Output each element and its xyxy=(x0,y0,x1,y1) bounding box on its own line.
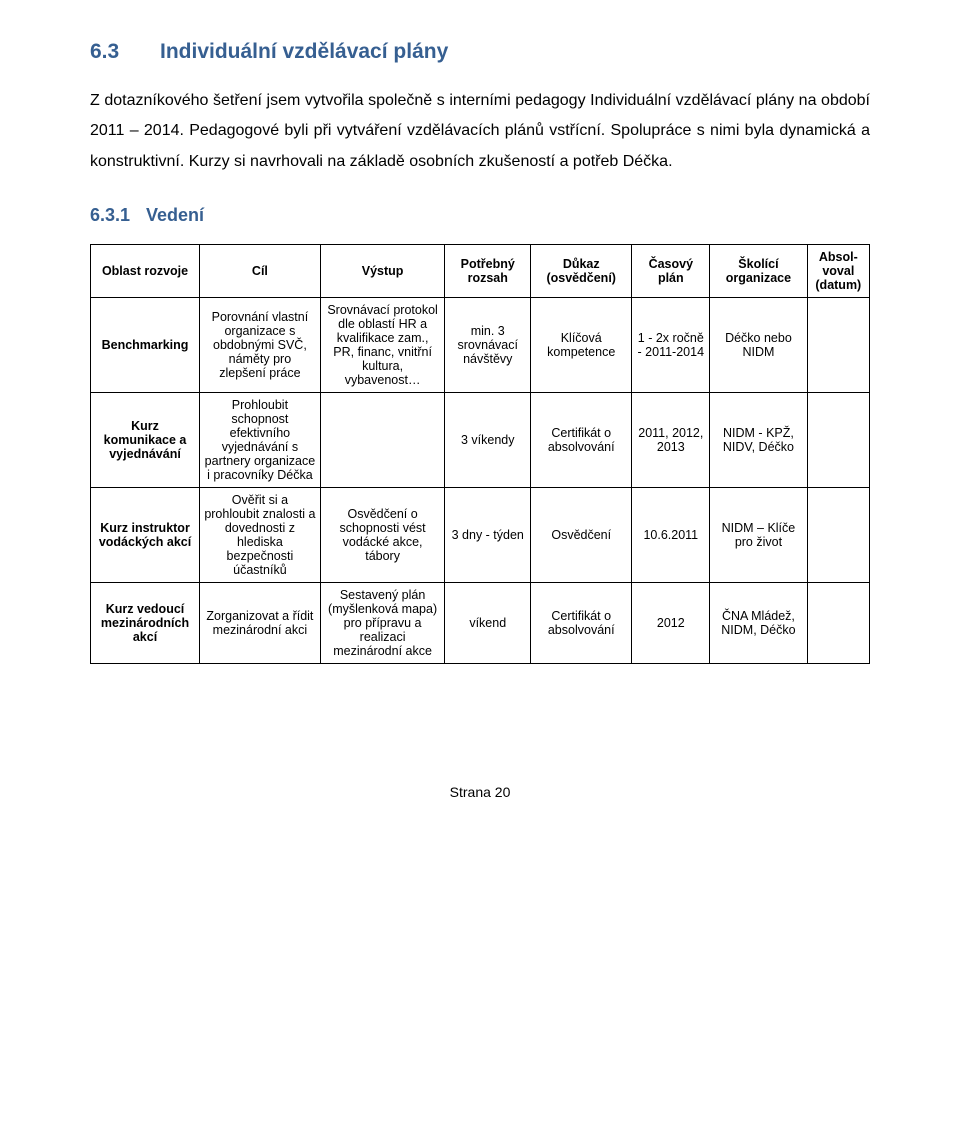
intro-paragraph: Z dotazníkového šetření jsem vytvořila s… xyxy=(90,86,870,177)
table-row: Kurz instruktor vodáckých akcí Ověřit si… xyxy=(91,488,870,583)
cell-rozsah: víkend xyxy=(445,583,531,664)
cell-cil: Porovnání vlastní organizace s obdobnými… xyxy=(200,298,321,393)
cell-plan: 2012 xyxy=(632,583,710,664)
cell-rozsah: min. 3 srovnávací návštěvy xyxy=(445,298,531,393)
cell-dukaz: Certifikát o absolvování xyxy=(531,583,632,664)
cell-abs xyxy=(807,298,869,393)
cell-cil: Ověřit si a prohloubit znalosti a dovedn… xyxy=(200,488,321,583)
table-row: Kurz komunikace a vyjednávání Prohloubit… xyxy=(91,393,870,488)
cell-cil: Zorganizovat a řídit mezinárodní akci xyxy=(200,583,321,664)
subsection-title: Vedení xyxy=(146,205,204,225)
section-heading: 6.3Individuální vzdělávací plány xyxy=(90,40,870,64)
cell-vystup: Osvědčení o schopnosti vést vodácké akce… xyxy=(320,488,445,583)
table-row: Benchmarking Porovnání vlastní organizac… xyxy=(91,298,870,393)
page-footer: Strana 20 xyxy=(90,784,870,800)
table-header-row: Oblast rozvoje Cíl Výstup Potřebný rozsa… xyxy=(91,245,870,298)
cell-oblast: Kurz komunikace a vyjednávání xyxy=(91,393,200,488)
section-title: Individuální vzdělávací plány xyxy=(160,40,448,63)
cell-vystup xyxy=(320,393,445,488)
col-header-rozsah: Potřebný rozsah xyxy=(445,245,531,298)
cell-dukaz: Certifikát o absolvování xyxy=(531,393,632,488)
cell-vystup: Srovnávací protokol dle oblastí HR a kva… xyxy=(320,298,445,393)
cell-oblast: Kurz instruktor vodáckých akcí xyxy=(91,488,200,583)
cell-oblast: Benchmarking xyxy=(91,298,200,393)
training-plan-table: Oblast rozvoje Cíl Výstup Potřebný rozsa… xyxy=(90,244,870,664)
col-header-oblast: Oblast rozvoje xyxy=(91,245,200,298)
col-header-org: Školící organizace xyxy=(710,245,807,298)
col-header-dukaz: Důkaz (osvědčení) xyxy=(531,245,632,298)
cell-dukaz: Klíčová kompetence xyxy=(531,298,632,393)
section-number: 6.3 xyxy=(90,40,160,64)
cell-plan: 1 - 2x ročně - 2011-2014 xyxy=(632,298,710,393)
cell-abs xyxy=(807,583,869,664)
cell-org: ČNA Mládež, NIDM, Déčko xyxy=(710,583,807,664)
col-header-abs: Absol-voval (datum) xyxy=(807,245,869,298)
cell-rozsah: 3 víkendy xyxy=(445,393,531,488)
cell-cil: Prohloubit schopnost efektivního vyjedná… xyxy=(200,393,321,488)
cell-org: NIDM - KPŽ, NIDV, Déčko xyxy=(710,393,807,488)
cell-oblast: Kurz vedoucí mezinárodních akcí xyxy=(91,583,200,664)
col-header-plan: Časový plán xyxy=(632,245,710,298)
subsection-number: 6.3.1 xyxy=(90,205,146,226)
col-header-vystup: Výstup xyxy=(320,245,445,298)
subsection-heading: 6.3.1Vedení xyxy=(90,205,870,226)
cell-abs xyxy=(807,488,869,583)
table-row: Kurz vedoucí mezinárodních akcí Zorganiz… xyxy=(91,583,870,664)
cell-abs xyxy=(807,393,869,488)
cell-org: NIDM – Klíče pro život xyxy=(710,488,807,583)
page-content: 6.3Individuální vzdělávací plány Z dotaz… xyxy=(0,0,960,830)
col-header-cil: Cíl xyxy=(200,245,321,298)
cell-vystup: Sestavený plán (myšlenková mapa) pro pří… xyxy=(320,583,445,664)
cell-dukaz: Osvědčení xyxy=(531,488,632,583)
cell-org: Déčko nebo NIDM xyxy=(710,298,807,393)
cell-rozsah: 3 dny - týden xyxy=(445,488,531,583)
cell-plan: 2011, 2012, 2013 xyxy=(632,393,710,488)
cell-plan: 10.6.2011 xyxy=(632,488,710,583)
